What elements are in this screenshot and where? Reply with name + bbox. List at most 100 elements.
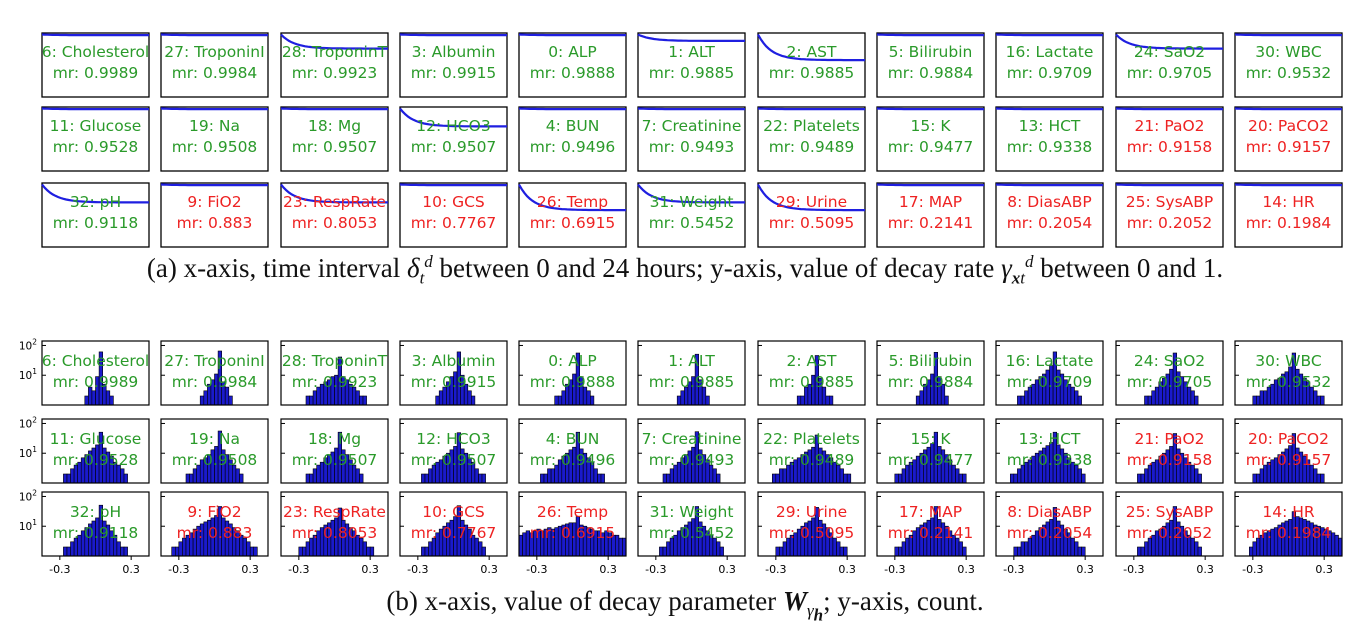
- hist-bar: [178, 541, 183, 557]
- hist-cell-label: 6: Cholesterol: [42, 352, 150, 370]
- hist-cell: 13: HCT mr: 0.9338: [995, 418, 1104, 484]
- hist-bar: [958, 473, 963, 484]
- caption-a: (a) x-axis, time interval δtd between 0 …: [0, 252, 1370, 288]
- hist-bar: [199, 395, 205, 406]
- hist-bar: [1256, 473, 1261, 484]
- decay-curve: [637, 183, 745, 204]
- hist-bar: [716, 473, 721, 484]
- hist-bar: [1081, 546, 1086, 557]
- hist-cell-frame: [41, 491, 150, 557]
- hist-bar: [1017, 546, 1022, 557]
- decay-curve: [1115, 33, 1223, 50]
- hist-bar: [1252, 541, 1257, 557]
- decay-cell-mr: mr: 0.9915: [411, 64, 497, 82]
- hist-bar: [1334, 534, 1339, 557]
- decay-cell: 2: AST mr: 0.9885: [757, 32, 866, 98]
- hist-xtick-label: 0.3: [957, 563, 975, 576]
- hist-cell-label: 13: HCT: [1019, 430, 1081, 448]
- decay-cell: 3: Albumin mr: 0.9915: [399, 32, 508, 98]
- hist-bar: [589, 395, 595, 406]
- hist-cell-mr: mr: 0.9888: [530, 373, 616, 391]
- hist-cell-label: 11: Glucose: [50, 430, 142, 448]
- hist-bar: [359, 473, 364, 484]
- decay-cell-frame: [41, 32, 150, 98]
- hist-cell-frame: [280, 340, 389, 406]
- hist-cell-label: 10: GCS: [422, 503, 485, 521]
- decay-cell-mr: mr: 0.9496: [530, 138, 616, 156]
- panel-a-decay-curves: 6: Cholesterol mr: 0.9989 27: TroponinI mr:…: [41, 32, 1343, 248]
- hist-xtick-label: -0.3: [1123, 563, 1144, 576]
- hist-bar: [666, 541, 671, 557]
- decay-cell-label: 32: pH: [70, 193, 121, 211]
- hist-cell-frame: [1234, 491, 1343, 557]
- hist-bar: [1137, 546, 1142, 557]
- hist-bar: [716, 541, 721, 557]
- hist-bar: [1074, 541, 1079, 557]
- hist-cell: 28: TroponinT mr: 0.9923: [280, 340, 389, 406]
- hist-bar: [901, 468, 906, 484]
- decay-curve: [280, 107, 388, 111]
- decay-cell-mr: mr: 0.1984: [1246, 214, 1332, 232]
- hist-bar: [84, 395, 89, 406]
- panel-b-histograms: 6: Cholesterol mr: 0.9989 102 101 27: Tropon…: [19, 337, 1343, 576]
- decay-cell-frame: [280, 32, 389, 98]
- decay-cell: 0: ALP mr: 0.9888: [518, 32, 627, 98]
- hist-bar: [1144, 395, 1149, 406]
- hist-ytick-exp: 2: [32, 337, 37, 346]
- caption-a-gamma-sub-t: t: [1020, 268, 1025, 288]
- hist-xtick-label: -0.3: [526, 563, 547, 576]
- hist-cell-mr: mr: 0.9923: [292, 373, 378, 391]
- hist-bar: [547, 468, 552, 484]
- hist-bar: [239, 473, 244, 484]
- caption-b-ylabel: ; y-axis, count.: [823, 586, 984, 616]
- decay-cell-label: 28: TroponinT: [282, 43, 388, 61]
- decay-cell-label: 6: Cholesterol: [42, 43, 150, 61]
- hist-cell-mr: mr: 0.1984: [1246, 524, 1332, 542]
- hist-bar: [894, 473, 899, 484]
- decay-cell: 30: WBC mr: 0.9532: [1234, 32, 1343, 98]
- decay-cell-mr: mr: 0.9489: [769, 138, 855, 156]
- hist-bar: [305, 541, 310, 557]
- hist-bar: [1316, 473, 1321, 484]
- hist-cell: 29: Urine mr: 0.5095 -0.3 0.3: [757, 491, 866, 576]
- hist-bar: [1074, 390, 1079, 406]
- decay-cell-label: 27: TroponinI: [164, 43, 264, 61]
- hist-bar: [355, 468, 360, 484]
- hist-bar: [109, 395, 114, 406]
- caption-b-prefix: (b): [386, 586, 418, 616]
- hist-bar: [1252, 473, 1257, 484]
- hist-cell-label: 18: Mg: [308, 430, 361, 448]
- hist-cell-mr: mr: 0.9885: [769, 373, 855, 391]
- hist-bar: [894, 546, 899, 557]
- hist-cell-mr: mr: 0.9158: [1127, 451, 1213, 469]
- hist-cell: 22: Platelets mr: 0.9489: [757, 418, 866, 484]
- decay-cell: 1: ALT mr: 0.9885: [637, 32, 746, 98]
- hist-bar: [312, 390, 318, 406]
- decay-cell-mr: mr: 0.9528: [53, 138, 139, 156]
- hist-xtick-label: 0.3: [122, 563, 140, 576]
- hist-bar: [1024, 541, 1029, 557]
- hist-bar: [543, 473, 548, 484]
- decay-cell-frame: [876, 32, 985, 98]
- hist-bar: [1077, 468, 1082, 484]
- hist-cell-frame: [1234, 340, 1343, 406]
- hist-bar: [901, 541, 906, 557]
- hist-bar: [474, 468, 479, 484]
- decay-cell-mr: mr: 0.9493: [649, 138, 735, 156]
- hist-ytick-label: 101: [19, 367, 37, 382]
- hist-cell-mr: mr: 0.6915: [530, 524, 616, 542]
- decay-cell: 26: Temp mr: 0.6915: [518, 182, 627, 248]
- decay-curve: [41, 183, 149, 204]
- hist-bar: [662, 473, 667, 484]
- hist-cell-frame: [995, 340, 1104, 406]
- hist-bar: [63, 473, 68, 484]
- decay-cell: 12: HCO3 mr: 0.9507: [399, 106, 508, 172]
- hist-xtick-label: 0.3: [1076, 563, 1094, 576]
- decay-curve: [280, 183, 388, 204]
- hist-cell: 25: SysABP mr: 0.2052 -0.3 0.3: [1115, 491, 1224, 576]
- hist-cell-label: 14: HR: [1262, 503, 1315, 521]
- hist-cell: 11: Glucose mr: 0.9528 102 101: [19, 415, 150, 484]
- hist-xtick-label: -0.3: [407, 563, 428, 576]
- decay-cell-mr: mr: 0.9157: [1246, 138, 1332, 156]
- caption-b-h-sub: h: [813, 605, 824, 625]
